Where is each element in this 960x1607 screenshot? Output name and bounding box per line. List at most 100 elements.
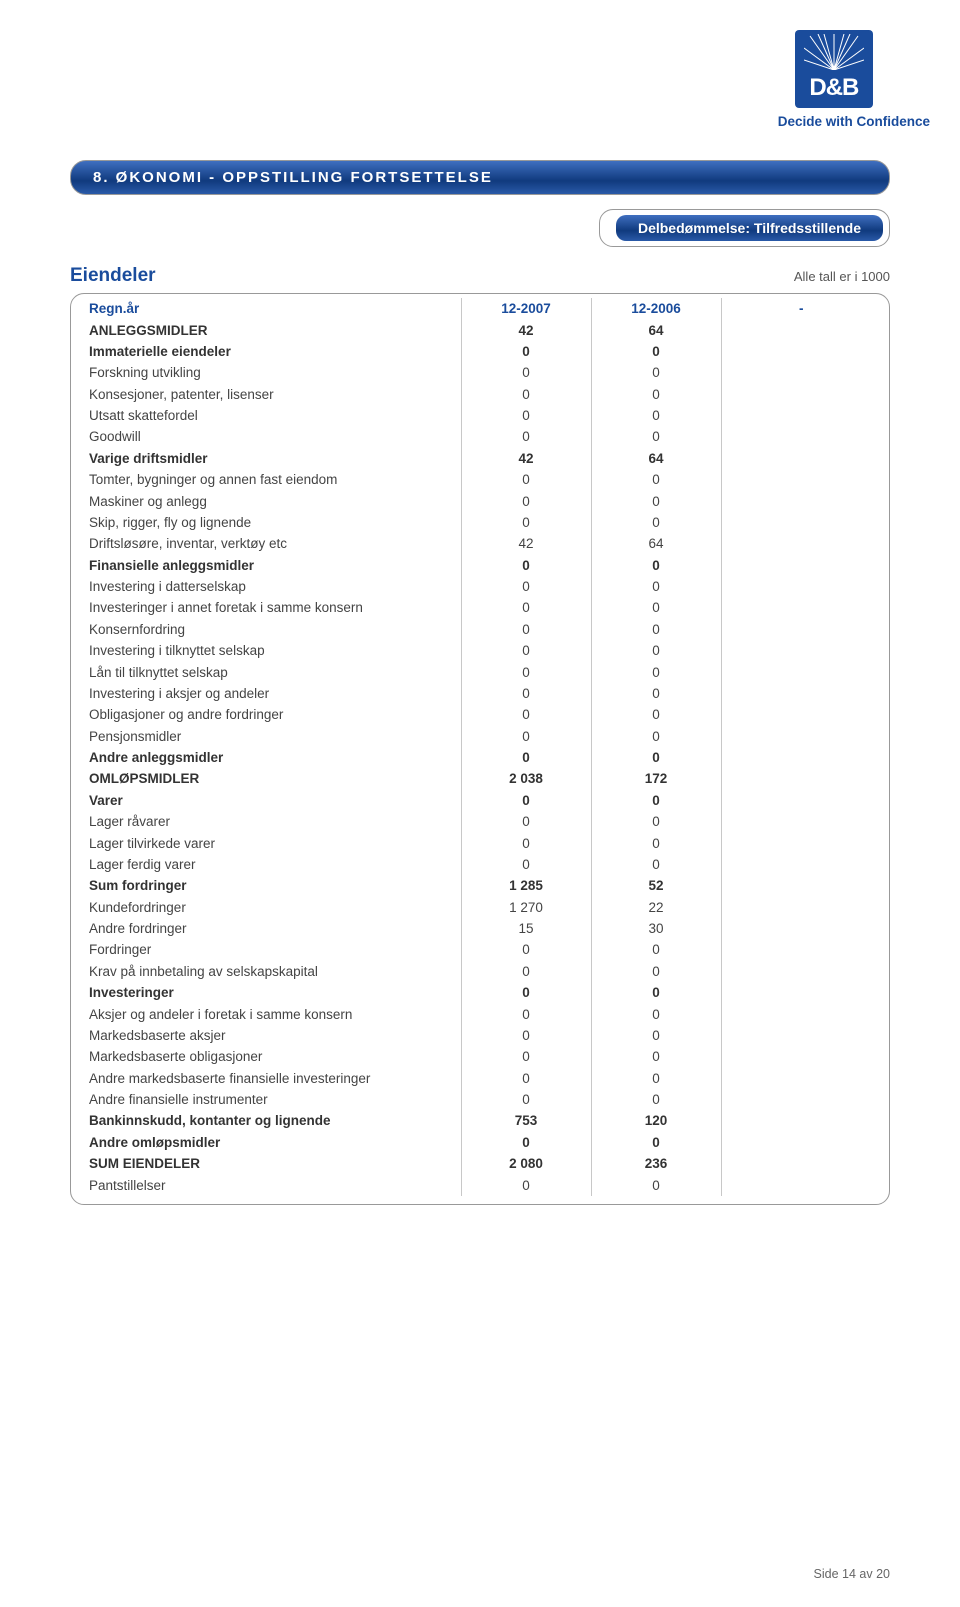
row-value-2: 0 xyxy=(591,704,721,725)
row-value-2: 0 xyxy=(591,1003,721,1024)
row-value-1: 2 038 xyxy=(461,768,591,789)
table-row: Markedsbaserte aksjer00 xyxy=(79,1025,881,1046)
row-value-1: 0 xyxy=(461,790,591,811)
row-value-2: 0 xyxy=(591,490,721,511)
row-value-3 xyxy=(721,1025,881,1046)
row-label: Tomter, bygninger og annen fast eiendom xyxy=(79,469,461,490)
financial-table-container: Regn.år 12-2007 12-2006 - ANLEGGSMIDLER4… xyxy=(70,293,890,1205)
row-label: Pantstillelser xyxy=(79,1174,461,1195)
row-value-1: 1 285 xyxy=(461,875,591,896)
row-value-1: 0 xyxy=(461,726,591,747)
row-label: Obligasjoner og andre fordringer xyxy=(79,704,461,725)
row-label: SUM EIENDELER xyxy=(79,1153,461,1174)
row-label: Andre omløpsmidler xyxy=(79,1132,461,1153)
table-row: Investering i datterselskap00 xyxy=(79,576,881,597)
row-value-3 xyxy=(721,448,881,469)
row-value-1: 1 270 xyxy=(461,897,591,918)
row-value-2: 0 xyxy=(591,1089,721,1110)
row-value-2: 0 xyxy=(591,726,721,747)
row-value-2: 0 xyxy=(591,790,721,811)
row-label: Markedsbaserte aksjer xyxy=(79,1025,461,1046)
row-value-2: 64 xyxy=(591,533,721,554)
row-label: Varer xyxy=(79,790,461,811)
row-label: Sum fordringer xyxy=(79,875,461,896)
col-header-label: Regn.år xyxy=(79,298,461,319)
table-row: Forskning utvikling00 xyxy=(79,362,881,383)
row-label: Lager tilvirkede varer xyxy=(79,832,461,853)
table-row: Goodwill00 xyxy=(79,426,881,447)
row-value-2: 0 xyxy=(591,640,721,661)
table-row: Lager ferdig varer00 xyxy=(79,854,881,875)
col-header-blank: - xyxy=(721,298,881,319)
assets-heading: Eiendeler xyxy=(70,265,156,287)
table-row: Konsesjoner, patenter, lisenser00 xyxy=(79,384,881,405)
row-value-3 xyxy=(721,1046,881,1067)
col-header-period2: 12-2006 xyxy=(591,298,721,319)
table-row: Bankinnskudd, kontanter og lignende75312… xyxy=(79,1110,881,1131)
row-label: Andre finansielle instrumenter xyxy=(79,1089,461,1110)
row-value-2: 0 xyxy=(591,1174,721,1195)
table-row: Lager råvarer00 xyxy=(79,811,881,832)
row-value-1: 42 xyxy=(461,319,591,340)
row-value-2: 64 xyxy=(591,319,721,340)
row-value-3 xyxy=(721,469,881,490)
row-value-1: 0 xyxy=(461,384,591,405)
row-label: Aksjer og andeler i foretak i samme kons… xyxy=(79,1003,461,1024)
row-value-2: 64 xyxy=(591,448,721,469)
row-label: Forskning utvikling xyxy=(79,362,461,383)
row-value-2: 172 xyxy=(591,768,721,789)
row-value-2: 0 xyxy=(591,405,721,426)
row-value-1: 2 080 xyxy=(461,1153,591,1174)
row-value-3 xyxy=(721,1174,881,1195)
row-label: Kundefordringer xyxy=(79,897,461,918)
row-value-2: 0 xyxy=(591,1046,721,1067)
table-row: Tomter, bygninger og annen fast eiendom0… xyxy=(79,469,881,490)
row-label: Investering i datterselskap xyxy=(79,576,461,597)
row-value-3 xyxy=(721,726,881,747)
row-value-3 xyxy=(721,832,881,853)
row-value-1: 0 xyxy=(461,597,591,618)
row-value-3 xyxy=(721,405,881,426)
row-value-3 xyxy=(721,811,881,832)
row-value-1: 0 xyxy=(461,1174,591,1195)
col-header-period1: 12-2007 xyxy=(461,298,591,319)
row-value-2: 22 xyxy=(591,897,721,918)
table-row: Finansielle anleggsmidler00 xyxy=(79,555,881,576)
row-value-3 xyxy=(721,384,881,405)
row-label: Skip, rigger, fly og lignende xyxy=(79,512,461,533)
row-value-1: 0 xyxy=(461,1025,591,1046)
row-value-2: 0 xyxy=(591,832,721,853)
row-value-1: 0 xyxy=(461,1132,591,1153)
row-value-1: 0 xyxy=(461,832,591,853)
row-value-2: 0 xyxy=(591,683,721,704)
row-label: Lån til tilknyttet selskap xyxy=(79,661,461,682)
row-label: Konsesjoner, patenter, lisenser xyxy=(79,384,461,405)
row-value-3 xyxy=(721,961,881,982)
table-row: Andre finansielle instrumenter00 xyxy=(79,1089,881,1110)
row-value-3 xyxy=(721,1153,881,1174)
table-row: Pensjonsmidler00 xyxy=(79,726,881,747)
row-value-2: 30 xyxy=(591,918,721,939)
row-value-2: 0 xyxy=(591,426,721,447)
table-row: Investeringer i annet foretak i samme ko… xyxy=(79,597,881,618)
table-row: Maskiner og anlegg00 xyxy=(79,490,881,511)
row-label: OMLØPSMIDLER xyxy=(79,768,461,789)
row-value-1: 0 xyxy=(461,961,591,982)
row-value-1: 15 xyxy=(461,918,591,939)
table-row: Immaterielle eiendeler00 xyxy=(79,341,881,362)
row-value-1: 42 xyxy=(461,533,591,554)
table-row: Sum fordringer1 28552 xyxy=(79,875,881,896)
row-label: Lager råvarer xyxy=(79,811,461,832)
row-value-2: 0 xyxy=(591,555,721,576)
row-value-1: 0 xyxy=(461,555,591,576)
row-value-3 xyxy=(721,512,881,533)
table-row: OMLØPSMIDLER2 038172 xyxy=(79,768,881,789)
row-label: Pensjonsmidler xyxy=(79,726,461,747)
row-label: ANLEGGSMIDLER xyxy=(79,319,461,340)
row-value-1: 0 xyxy=(461,405,591,426)
row-label: Varige driftsmidler xyxy=(79,448,461,469)
row-value-3 xyxy=(721,875,881,896)
row-value-1: 0 xyxy=(461,341,591,362)
table-row: Investeringer00 xyxy=(79,982,881,1003)
row-value-3 xyxy=(721,790,881,811)
